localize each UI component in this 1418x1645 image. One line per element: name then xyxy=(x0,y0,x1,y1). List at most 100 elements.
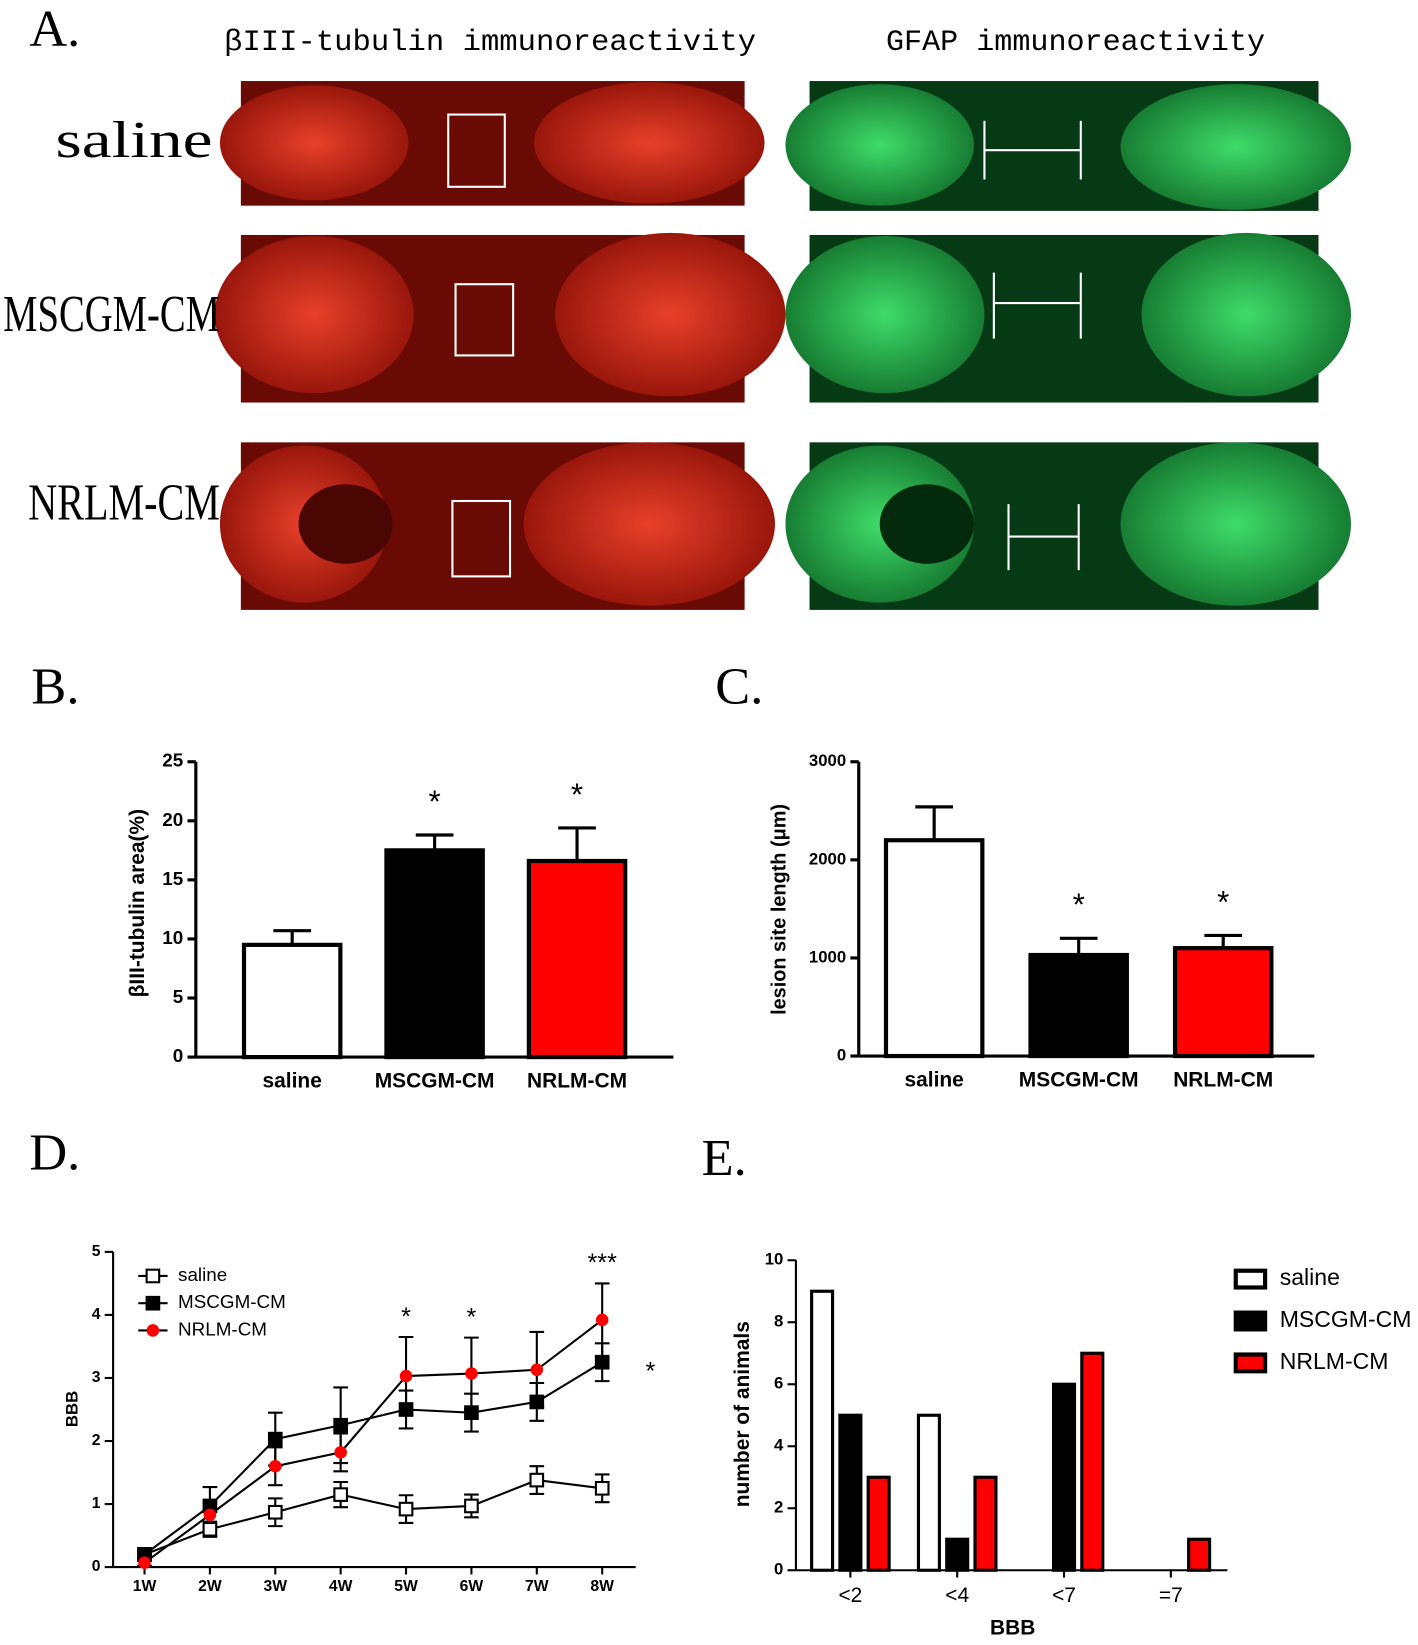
cavity xyxy=(879,484,974,564)
panel-label: A. xyxy=(29,0,80,58)
bar xyxy=(1080,1351,1105,1572)
x-tick-label: <4 xyxy=(945,1584,969,1607)
column-title: βIII-tubulin immunoreactivity xyxy=(224,26,756,59)
bar xyxy=(384,848,485,1060)
y-tick-label: 2 xyxy=(92,1432,101,1449)
legend-label: MSCGM-CM xyxy=(1280,1306,1412,1332)
y-tick-label: 0 xyxy=(837,1045,846,1064)
cavity xyxy=(298,484,393,564)
y-tick-label: 5 xyxy=(92,1243,101,1260)
tissue xyxy=(534,82,765,204)
y-axis-label: βIII-tubulin area(%) xyxy=(126,809,149,997)
y-axis-label: BBB xyxy=(63,1391,82,1427)
error-bar xyxy=(915,805,954,841)
bar xyxy=(883,838,985,1059)
scale-lines xyxy=(983,120,1082,571)
tissue xyxy=(219,85,409,201)
x-tick-label: saline xyxy=(263,1070,322,1093)
point xyxy=(333,1417,348,1433)
y-tick-label: 8 xyxy=(774,1312,783,1331)
x-tick-label: <7 xyxy=(1052,1584,1076,1607)
y-tick-label: 0 xyxy=(92,1558,101,1575)
line xyxy=(144,1479,603,1556)
bar xyxy=(526,858,628,1060)
row-label: MSCGM-CM xyxy=(3,285,220,343)
y-tick-label: 15 xyxy=(162,868,183,889)
point xyxy=(398,1501,414,1517)
column-title: GFAP immunoreactivity xyxy=(886,26,1265,59)
micrographs xyxy=(214,81,1351,610)
point xyxy=(138,1556,151,1569)
bar xyxy=(945,1537,970,1572)
line xyxy=(143,1361,603,1556)
point xyxy=(202,1521,218,1537)
y-tick-label: 3000 xyxy=(809,751,846,770)
y-tick-label: 2000 xyxy=(809,849,846,868)
point xyxy=(203,1508,217,1522)
x-tick-label: 6W xyxy=(460,1578,484,1595)
y-tick-label: 1 xyxy=(92,1495,101,1512)
legend-marker xyxy=(146,1324,160,1337)
x-tick-label: NRLM-CM xyxy=(1173,1069,1273,1092)
bar xyxy=(866,1475,891,1572)
y-tick-label: 2 xyxy=(774,1498,783,1517)
legend-swatch xyxy=(1233,1268,1268,1290)
x-tick-label: NRLM-CM xyxy=(527,1070,627,1093)
x-tick-label: 3W xyxy=(264,1578,288,1595)
x-tick-label: 2W xyxy=(198,1578,222,1595)
y-tick-label: 20 xyxy=(162,809,183,830)
tissue xyxy=(523,442,775,606)
legend-label: MSCGM-CM xyxy=(178,1291,286,1312)
x-tick-label: 4W xyxy=(329,1578,353,1595)
point xyxy=(333,1487,348,1502)
annotation: *** xyxy=(588,1249,618,1277)
tissue xyxy=(555,232,786,397)
panel-label: D. xyxy=(29,1124,80,1182)
point xyxy=(529,1394,545,1410)
row-label: saline xyxy=(56,111,213,169)
y-tick-label: 10 xyxy=(162,927,183,948)
point xyxy=(399,1369,413,1383)
legend-label: NRLM-CM xyxy=(178,1318,267,1339)
annotation: * xyxy=(1217,884,1229,919)
x-tick-label: 1W xyxy=(133,1578,157,1595)
error-bar xyxy=(273,929,312,945)
y-axis-label: number of animals xyxy=(731,1321,754,1507)
x-tick-label: 8W xyxy=(590,1578,614,1595)
annotation: * xyxy=(467,1303,477,1331)
x-axis-label: BBB xyxy=(990,1616,1035,1639)
annotation: * xyxy=(428,784,440,819)
y-tick-label: 25 xyxy=(162,750,183,771)
error-bar xyxy=(415,833,454,851)
row-label: NRLM-CM xyxy=(28,473,220,531)
x-tick-label: =7 xyxy=(1159,1584,1183,1607)
point xyxy=(530,1363,544,1377)
point xyxy=(267,1504,283,1520)
y-tick-label: 0 xyxy=(774,1560,783,1579)
bar xyxy=(973,1475,998,1572)
bar xyxy=(1187,1537,1212,1572)
point xyxy=(464,1405,479,1420)
y-tick-label: 4 xyxy=(92,1306,101,1323)
point xyxy=(595,1313,609,1327)
annotation: * xyxy=(1073,887,1085,922)
x-tick-label: MSCGM-CM xyxy=(375,1070,495,1093)
legend-swatch xyxy=(1233,1310,1268,1332)
panel-label: E. xyxy=(702,1129,747,1187)
panel-label: B. xyxy=(31,658,79,716)
legend-marker xyxy=(145,1268,161,1284)
tissue xyxy=(785,84,974,206)
tissue xyxy=(214,236,414,394)
y-tick-label: 10 xyxy=(765,1250,784,1269)
legend-label: saline xyxy=(1280,1264,1340,1290)
point xyxy=(464,1498,479,1514)
point xyxy=(269,1459,282,1473)
point xyxy=(594,1354,610,1370)
bar xyxy=(1028,952,1129,1059)
panel-label: C. xyxy=(715,658,763,716)
point xyxy=(267,1431,283,1447)
tissue xyxy=(1120,442,1351,606)
tissue xyxy=(785,236,985,394)
bar xyxy=(1051,1382,1077,1572)
